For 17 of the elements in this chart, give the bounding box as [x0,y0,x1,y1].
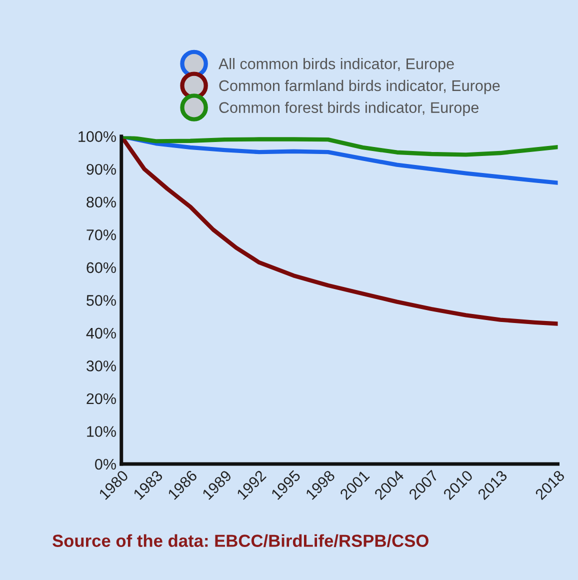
y-tick-label: 20% [86,393,116,404]
legend-label: Common farmland birds indicator, Europe [219,80,500,94]
y-tick-label: 70% [86,229,116,240]
y-tick-label: 100% [78,131,116,142]
y-tick-label: 0% [95,458,116,470]
y-tick-label: 60% [86,262,116,274]
legend-label: Common forest birds indicator, Europe [219,102,478,116]
y-tick-label: 50% [86,295,116,306]
legend-label: All common birds indicator, Europe [218,58,454,72]
line-series [121,136,558,326]
line-series [121,136,558,157]
y-tick-label: 40% [86,328,116,339]
y-tick-label: 80% [86,196,116,208]
y-tick-label: 90% [86,164,116,175]
source-note: Source of the data: EBCC/BirdLife/RSPB/CSO [52,534,428,548]
y-tick-label: 30% [86,360,116,372]
y-tick-label: 10% [87,426,116,437]
